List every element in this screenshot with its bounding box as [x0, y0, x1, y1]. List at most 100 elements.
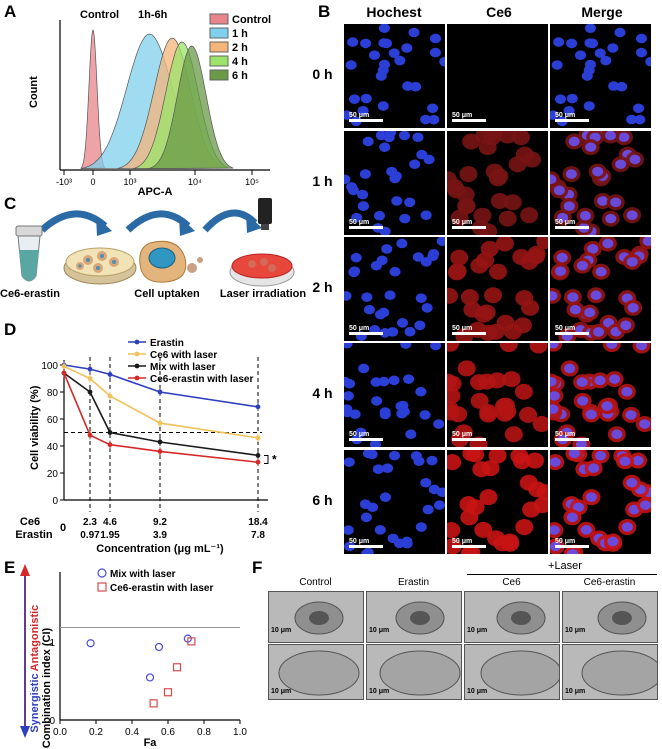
micrograph-svg [447, 237, 548, 341]
tem-scale-label: 10 μm [271, 627, 292, 634]
ci-x-tick-label: 0.2 [89, 727, 103, 738]
micrograph-svg [550, 237, 651, 341]
micrograph-svg [344, 237, 445, 341]
legend-label: Erastin [150, 338, 184, 349]
ce6-tick-label: 2.3 [83, 517, 97, 528]
data-point [87, 389, 93, 395]
micrograph-svg [344, 343, 445, 447]
ce6-tick-label: 4.6 [103, 517, 117, 528]
scale-bar-label: 50 μm [555, 219, 576, 226]
ci-point-mix [154, 642, 164, 652]
data-point [157, 420, 163, 426]
hist-legend-swatch [209, 69, 229, 81]
scale-bar-label: 50 μm [452, 538, 473, 545]
ci-x-tick-label: 0.6 [161, 727, 175, 738]
panel-label-b: B [318, 2, 331, 21]
erastin-tick-label: 1.95 [100, 530, 120, 541]
erastin-tick-label: 7.8 [251, 530, 265, 541]
micrograph-ce6-1: 50 μm [447, 131, 548, 235]
em-header-control: Control [299, 577, 332, 588]
panel-label-c: C [4, 194, 17, 213]
micrograph-hochest-4: 50 μm [344, 450, 445, 554]
ce6-tick-label: 18.4 [248, 517, 268, 528]
legend-label: Mix with laser [150, 362, 216, 373]
tem-texture [278, 650, 360, 696]
scale-bar [555, 332, 589, 335]
ci-point-ce6-erastin [187, 637, 196, 646]
micrograph-hochest-0: 50 μm [344, 24, 445, 128]
conc-zero-label: 0 [60, 522, 66, 534]
micrograph-ce6-0: 50 μm [447, 24, 548, 128]
hist-legend-swatch [209, 27, 229, 39]
hist-legend-label: 4 h [232, 56, 248, 68]
col-header-merge: Merge [581, 4, 623, 20]
hist-x-tick-label: 10³ [123, 177, 136, 187]
legend-marker [134, 375, 140, 381]
viability-y-tick-label: 0 [52, 496, 58, 507]
tem-image-1-0 [366, 591, 462, 643]
arrow-head-3 [246, 213, 262, 233]
micrograph-hochest-1: 50 μm [344, 131, 445, 235]
scale-bar-label: 50 μm [452, 219, 473, 226]
hist-legend-swatch [209, 41, 229, 53]
micrograph-svg [447, 450, 548, 554]
micrograph-svg [550, 24, 651, 127]
tem-texture [581, 650, 657, 696]
arrow-head-1 [96, 216, 112, 236]
hist-curve-4 [148, 45, 234, 169]
tem-scale-label: 10 μm [467, 627, 488, 634]
scale-bar-label: 50 μm [452, 431, 473, 438]
ci-point-ce6-erastin [163, 688, 173, 697]
scale-bar-label: 50 μm [452, 112, 473, 119]
scale-bar-label: 50 μm [349, 431, 370, 438]
data-point [157, 389, 163, 395]
scale-bar [452, 119, 486, 122]
micrograph-svg [344, 450, 445, 554]
scale-bar [452, 226, 486, 229]
row-label-2: 2 h [312, 279, 333, 295]
ci-legend-label: Mix with laser [110, 569, 176, 580]
data-point [255, 453, 261, 458]
schematic: Ce6-erastin Cell uptaken Laser irradiati… [0, 198, 306, 300]
scale-bar [349, 332, 383, 335]
micrograph-ce6-4: 50 μm [447, 450, 548, 554]
data-point [107, 430, 113, 435]
data-point [157, 439, 163, 445]
viability-y-label: Cell viability (%) [29, 385, 41, 470]
down-arrow-icon [20, 726, 30, 738]
micrograph-svg [447, 131, 542, 235]
em-header-ce6-erastin: Ce6-erastin [583, 577, 636, 588]
arrow-head-2 [179, 216, 195, 236]
data-point [255, 459, 261, 465]
tem-image-2-0 [464, 591, 560, 643]
ci-legend-marker [97, 568, 107, 578]
data-point [61, 370, 67, 376]
hist-x-tick-label: 10⁴ [188, 177, 202, 187]
ci-x-tick-label: 1.0 [233, 727, 247, 738]
em-header-ce6: Ce6 [502, 577, 521, 588]
hist-curve-0 [80, 29, 106, 169]
tem-texture [597, 601, 647, 635]
series-line-3 [63, 372, 259, 463]
data-point [107, 393, 113, 399]
micrograph-hochest-3: 50 μm [344, 343, 445, 447]
hist-legend-label: 2 h [232, 42, 248, 54]
scale-bar [452, 545, 486, 548]
hist-legend-label: 6 h [232, 70, 248, 82]
tem-scale-label: 10 μm [565, 627, 586, 634]
tem-image-1-1 [366, 644, 462, 700]
up-arrow-icon [20, 564, 30, 576]
synergistic-label: Synergistic [29, 673, 41, 732]
row-label-1: 1 h [312, 173, 333, 189]
legend-marker [134, 339, 140, 345]
micrograph-svg [550, 131, 645, 235]
hist-legend-swatch [209, 13, 229, 25]
scale-bar [452, 332, 486, 335]
ci-x-tick-label: 0.8 [197, 727, 211, 738]
label-ce6-erastin: Ce6-erastin [0, 288, 60, 300]
erastin-row-label: Erastin [15, 529, 53, 541]
ci-legend-marker [97, 582, 107, 592]
scale-bar-label: 50 μm [555, 538, 576, 545]
tem-image-3-1 [562, 644, 658, 700]
laser-group-bracket [467, 574, 657, 575]
